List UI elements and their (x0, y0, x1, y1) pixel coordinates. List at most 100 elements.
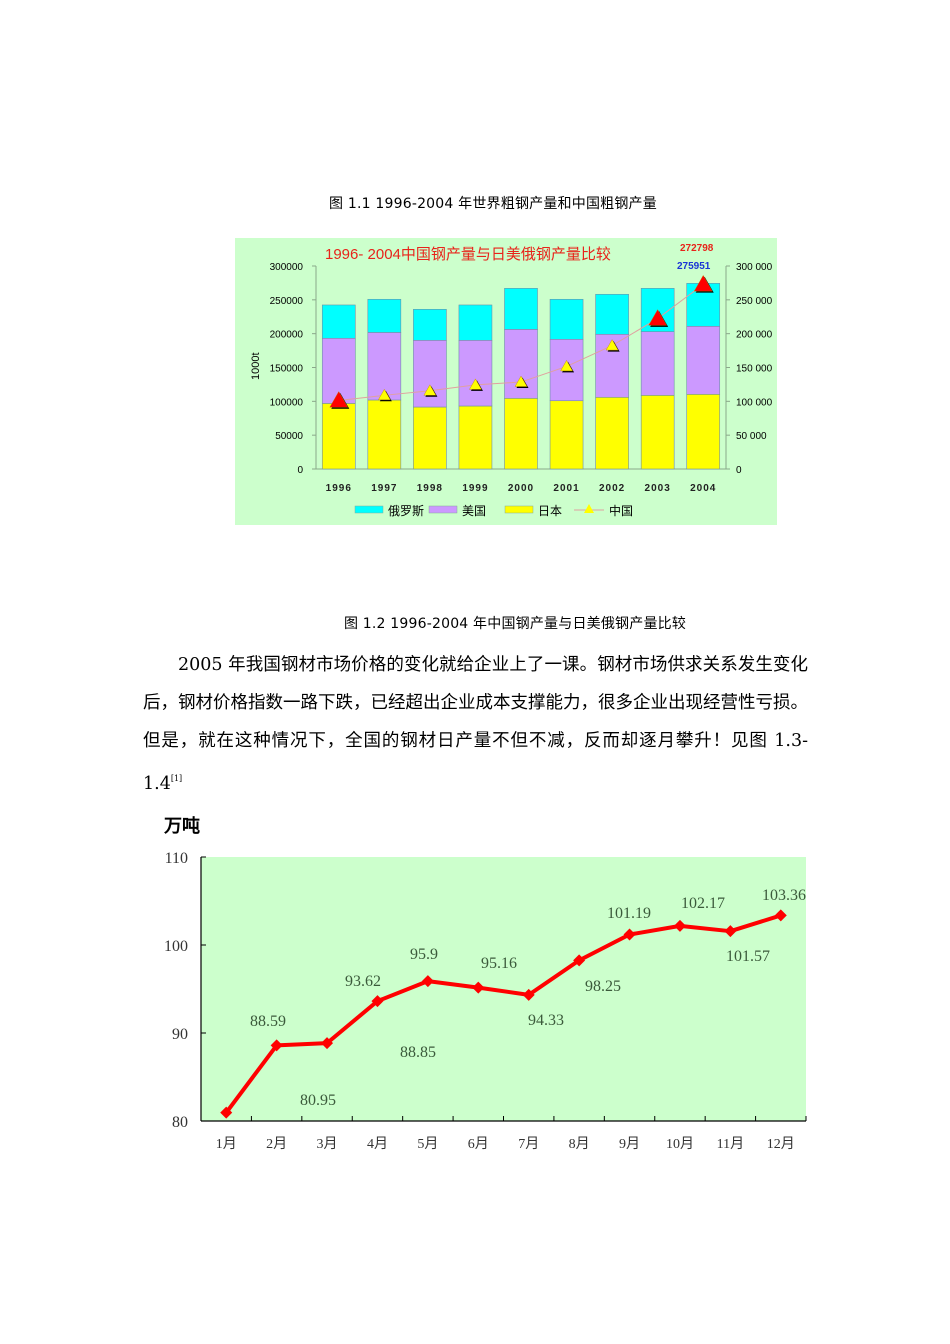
data-label: 95.16 (481, 955, 517, 972)
y-unit-label: 万吨 (163, 815, 200, 836)
data-label: 80.95 (300, 1092, 336, 1109)
bar-segment (504, 397, 538, 470)
bar-segment (640, 395, 675, 470)
data-label: 98.25 (585, 978, 621, 995)
data-label: 93.62 (345, 973, 381, 990)
legend-swatch (428, 505, 458, 514)
y-tick-label: 50000 (275, 431, 303, 442)
y-tick-label: 80 (172, 1114, 188, 1131)
data-label: 94.33 (528, 1012, 564, 1029)
bar-segment (458, 304, 493, 341)
legend-swatch (504, 505, 534, 514)
annotation-china-2004: 272798 (680, 243, 714, 254)
bar-segment (504, 329, 538, 399)
bar-segment (321, 304, 356, 339)
x-tick-label: 7月 (518, 1136, 539, 1152)
bar-segment (413, 309, 447, 341)
body-paragraph: 2005 年我国钢材市场价格的变化就给企业上了一课。钢材市场供求关系发生变化后，… (143, 646, 808, 803)
x-tick-label: 3月 (317, 1136, 338, 1152)
chart-title: 1996- 2004中国钢产量与日美俄钢产量比较 (325, 245, 611, 263)
bar-2004 (686, 283, 721, 470)
x-tick-label: 12月 (767, 1136, 795, 1152)
diamond-marker (673, 919, 686, 932)
figure-2-caption: 图 1.2 1996-2004 年中国钢产量与日美俄钢产量比较 (343, 616, 687, 632)
x-tick-label: 1999 (462, 483, 488, 494)
x-tick-label: 2002 (599, 483, 625, 494)
y-tick-label: 0 (297, 465, 303, 476)
diamond-marker (421, 975, 434, 988)
y2-tick-label: 0 (736, 465, 742, 476)
legend-label: 俄罗斯 (388, 504, 424, 518)
y2-tick-label: 200 000 (736, 330, 773, 341)
bar-2001 (549, 298, 584, 470)
bar-segment (367, 399, 402, 470)
legend-label: 美国 (462, 504, 486, 518)
bar-segment (321, 403, 356, 470)
data-label: 103.36 (762, 887, 806, 904)
steel-production-stacked-bar-chart: 1996- 2004中国钢产量与日美俄钢产量比较 272798 275951 0 500… (235, 238, 777, 525)
annotation-world-2004: 275951 (677, 261, 711, 272)
china-triangle-marker (469, 378, 482, 390)
diamond-marker (270, 1039, 283, 1052)
bar-segment (413, 406, 447, 470)
y-tick-label: 100 (164, 938, 188, 955)
bar-segment (686, 393, 721, 470)
y2-tick-label: 150 000 (736, 364, 773, 375)
bar-1999 (458, 304, 493, 470)
data-label: 101.19 (607, 905, 651, 922)
output-line (224, 913, 782, 1114)
x-tick-label: 2003 (645, 483, 671, 494)
bar-segment (595, 396, 629, 470)
china-triangle-marker (560, 360, 573, 372)
china-triangle-marker (605, 339, 619, 351)
diamond-marker (220, 1106, 233, 1119)
bar-segment (686, 325, 721, 395)
citation-ref[interactable]: [1] (170, 774, 183, 783)
x-tick-label: 2月 (266, 1136, 287, 1152)
data-label: 101.57 (726, 948, 770, 965)
bar-segment (367, 298, 402, 333)
y-tick-label: 250000 (270, 296, 304, 307)
diamond-marker (573, 954, 586, 967)
x-tick-label: 11月 (717, 1136, 744, 1152)
diamond-marker (522, 988, 535, 1001)
diamond-marker (371, 995, 384, 1008)
data-label: 88.85 (400, 1044, 436, 1061)
legend-swatch (354, 505, 384, 514)
bar-segment (640, 331, 675, 396)
diamond-marker (321, 1037, 334, 1050)
bar-2000 (504, 288, 538, 470)
y2-tick-label: 300 000 (736, 262, 773, 273)
y-tick-label: 150000 (270, 364, 304, 375)
diamond-marker (472, 981, 485, 994)
y2-tick-label: 100 000 (736, 397, 773, 408)
china-triangle-marker (377, 388, 391, 401)
china-triangle-marker (423, 384, 437, 396)
bar-segment (413, 339, 447, 408)
y-tick-label: 300000 (270, 262, 304, 273)
x-tick-label: 1998 (417, 483, 443, 494)
china-triangle-marker (648, 309, 668, 326)
x-tick-label: 9月 (619, 1136, 640, 1152)
diamond-marker (724, 925, 737, 938)
y2-tick-label: 250 000 (736, 296, 773, 307)
data-label: 95.9 (410, 946, 438, 963)
x-tick-label: 2000 (508, 483, 534, 494)
bar-chart-svg: 1996- 2004中国钢产量与日美俄钢产量比较 272798 275951 0 500… (250, 243, 773, 518)
legend-label: 中国 (609, 503, 633, 518)
y2-tick-label: 50 000 (736, 431, 767, 442)
data-label: 102.17 (681, 895, 725, 912)
x-tick-label: 8月 (569, 1136, 590, 1152)
line-chart-svg: 万吨 80 90 100 110 1月 2月 3月 4月 5月 6月 7月 8月 9月 10月 11月 12月 8… (163, 815, 807, 1152)
bar-segment (458, 405, 493, 470)
daily-steel-output-line-chart: 万吨 80 90 100 110 1月 2月 3月 4月 5月 6月 7月 8月 9月 10月 11月 12月 8… (150, 810, 820, 1160)
x-tick-label: 5月 (417, 1136, 438, 1152)
x-tick-label: 6月 (468, 1136, 489, 1152)
china-triangle-marker (329, 391, 349, 408)
figure-1-caption: 图 1.1 1996-2004 年世界粗钢产量和中国粗钢产量 (329, 196, 657, 212)
bar-1996 (321, 304, 356, 470)
paragraph-text: 2005 年我国钢材市场价格的变化就给企业上了一课。钢材市场供求关系发生变化后，… (143, 655, 808, 794)
diamond-marker (774, 909, 787, 922)
x-tick-label: 1月 (216, 1136, 237, 1152)
legend-triangle-icon (584, 504, 594, 513)
